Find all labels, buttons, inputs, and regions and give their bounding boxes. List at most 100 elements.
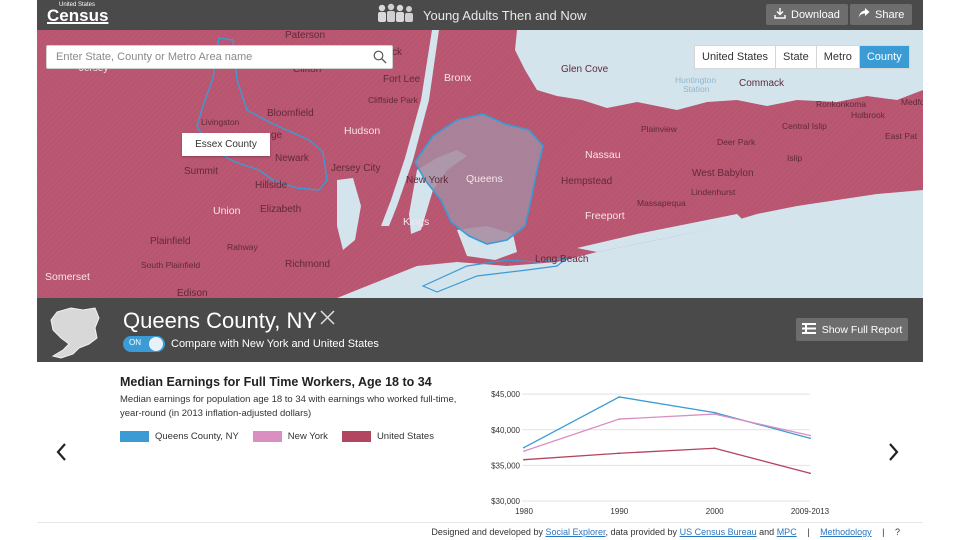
map-label-newark: Newark [275,153,309,164]
y-tick-label: $35,000 [491,461,520,470]
toggle-knob [149,337,163,351]
y-tick-label: $40,000 [491,426,520,435]
mpc-link[interactable]: MPC [776,527,797,537]
search-icon[interactable] [368,46,392,68]
footer-data-text: , data provided by [605,527,678,537]
data-point [809,437,811,440]
map-label-jerseycity: Jersey City [331,163,381,174]
geo-level-state[interactable]: State [776,46,817,68]
map-label-massapequa: Massapequa [637,198,686,208]
show-full-report-button[interactable]: Show Full Report [796,318,908,341]
legend-swatch [252,431,282,442]
data-point [618,418,621,420]
compare-toggle[interactable]: ON [123,336,165,352]
legend-item-new-york: New York [252,431,328,442]
people-icon [375,3,415,28]
data-point [713,413,716,415]
map-label-somerset: Somerset [45,271,90,283]
data-point [618,452,621,455]
top-bar: United States Census Young Adults Then a… [37,0,923,30]
map-label-hillside: Hillside [255,180,288,191]
download-icon [774,7,786,22]
download-label: Download [791,8,840,21]
map-label-bronx: Bronx [444,72,472,84]
map-label-eastpatchogue: East Pat [885,131,918,141]
map-label-commack: Commack [739,78,785,89]
data-point [713,411,716,414]
panel-title: Median Earnings for Full Time Workers, A… [120,375,432,389]
panel-description: Median earnings for population age 18 to… [120,394,457,419]
chart-legend: Queens County, NY New York United States [120,431,448,442]
legend-item-queens: Queens County, NY [120,431,239,442]
search-input[interactable] [47,46,368,68]
map-label-paterson: Paterson [285,30,326,41]
selection-bar: Queens County, NY ON Compare with New Yo… [37,298,923,362]
map-view[interactable]: Paterson Clifton Jersey ck Fort Lee Bron… [37,30,923,298]
map-label-nassau: Nassau [585,149,621,161]
map-label-edison: Edison [177,288,208,298]
share-label: Share [875,8,905,21]
map-label-fortlee: Fort Lee [383,74,421,85]
x-tick-label: 1980 [515,507,533,516]
next-arrow-icon[interactable] [885,440,903,464]
help-link[interactable]: ? [894,527,900,537]
map-label-rahway: Rahway [227,242,258,252]
map-label-kings: Kings [403,216,430,228]
map-label-plainfield: Plainfield [150,236,191,247]
county-shape-icon [50,307,100,359]
data-point [618,396,621,398]
geo-level-metro[interactable]: Metro [817,46,860,68]
footer-designed-text: Designed and developed by [431,527,543,537]
map-label-queens: Queens [466,173,503,185]
map-label-bloomfield: Bloomfield [267,108,314,119]
map-label-islip: Islip [787,153,803,163]
map-label-lindenhurst: Lindenhurst [691,187,736,197]
map-label-summit: Summit [184,166,218,177]
earnings-line-chart: $30,000 $35,000 $40,000 $45,000 1980 1990 2000… [491,390,830,516]
census-bureau-link[interactable]: US Census Bureau [679,527,757,537]
map-label-deerpark: Deer Park [717,137,756,147]
data-point [809,434,811,437]
app-title: Young Adults Then and Now [423,7,587,23]
geo-level-county[interactable]: County [859,46,909,68]
download-button[interactable]: Download [766,4,848,25]
footer: Designed and developed by Social Explore… [431,527,900,537]
data-point [713,447,716,450]
map-label-ck: ck [392,47,402,58]
map-label-elizabeth: Elizabeth [260,204,302,215]
map-label-huntington: Huntington [675,75,717,85]
series-line-0 [523,396,811,449]
map-label-medford: Medfo [901,97,923,107]
social-explorer-link[interactable]: Social Explorer [545,527,606,537]
x-tick-label: 2000 [706,507,724,516]
data-point [523,450,525,453]
selected-county-title: Queens County, NY [123,308,318,333]
footer-separator: | [882,527,885,537]
map-label-huntington-station: Station [683,84,710,94]
y-tick-label: $45,000 [491,390,520,399]
map-label-hempstead: Hempstead [561,176,613,187]
map-canvas[interactable] [37,30,923,298]
data-point [523,458,525,461]
map-label-glencove: Glen Cove [561,64,609,75]
geo-level-united-states[interactable]: United States [695,46,777,68]
methodology-link[interactable]: Methodology [820,527,872,537]
map-tooltip: Essex County [182,133,270,156]
map-label-clifton: Clifton [293,64,322,75]
series-line-2 [523,447,811,474]
share-button[interactable]: Share [850,4,913,25]
map-label-hudson: Hudson [344,125,381,137]
footer-and-text: and [759,527,775,537]
data-point [523,446,525,449]
previous-arrow-icon[interactable] [53,440,71,464]
close-icon[interactable] [319,309,336,331]
logo-small-text: United States [59,2,96,8]
map-label-longbeach: Long Beach [535,254,589,265]
legend-label: Queens County, NY [155,431,239,442]
app-title-group: Young Adults Then and Now [375,3,587,28]
geo-level-selector: United States State Metro County [694,45,910,69]
share-icon [858,7,870,22]
data-point [809,472,811,475]
map-label-holbrook: Holbrook [851,110,886,120]
